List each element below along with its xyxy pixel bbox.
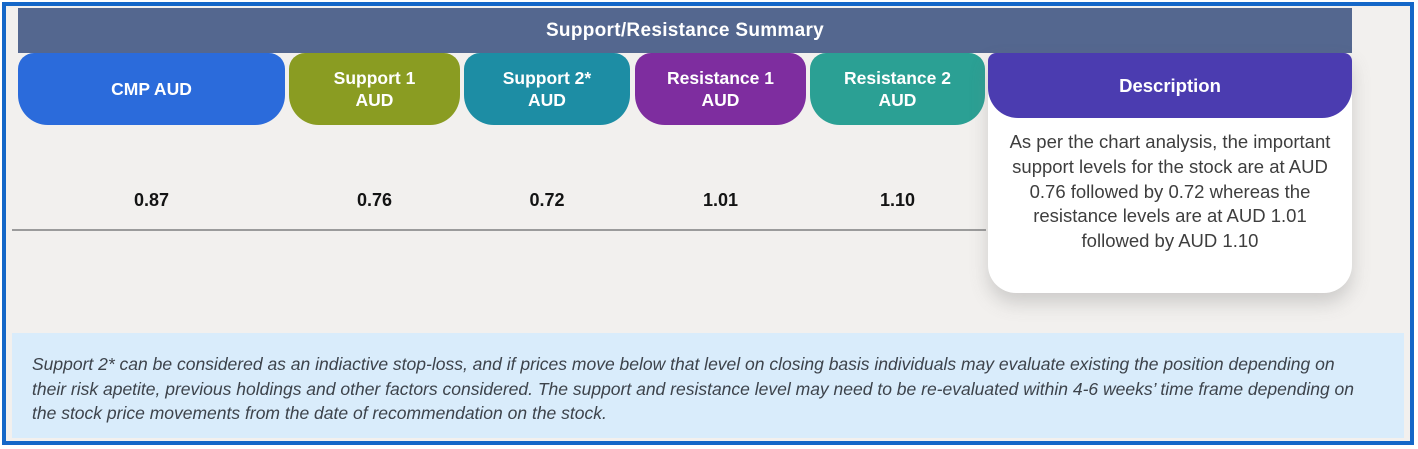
column-header-resistance-1: Resistance 1 AUD [635, 53, 806, 125]
column-header-support-1: Support 1 AUD [289, 53, 460, 125]
cmp-value: 0.87 [133, 189, 170, 210]
footnote-text: Support 2* can be considered as an india… [32, 354, 1355, 423]
column-header-label: Resistance 1 [666, 67, 774, 88]
description-header: Description [988, 53, 1352, 118]
column-header-label: Support 1 [333, 67, 416, 88]
description-text: As per the chart analysis, the important… [1009, 131, 1331, 252]
resistance-1-value: 1.01 [702, 189, 739, 210]
column-header-label: AUD [701, 90, 740, 110]
support-1-value: 0.76 [356, 189, 393, 210]
column-header-label: AUD [528, 90, 566, 110]
column-header-label: AUD [878, 90, 917, 110]
table-title-bar: Support/Resistance Summary [18, 8, 1352, 53]
footnote-box: Support 2* can be considered as an india… [12, 333, 1404, 438]
value-row-divider [12, 229, 986, 231]
description-card: Description As per the chart analysis, t… [988, 53, 1352, 293]
column-header-label: Support 2* [502, 67, 592, 88]
column-header-label: AUD [355, 90, 394, 110]
column-header-cmp: CMP AUD [18, 53, 285, 125]
column-header-label: Resistance 2 [843, 67, 951, 88]
column-header-label: CMP AUD [111, 78, 192, 99]
column-header-support-2: Support 2* AUD [464, 53, 630, 125]
resistance-2-value: 1.10 [879, 189, 916, 210]
column-header-resistance-2: Resistance 2 AUD [810, 53, 985, 125]
support-2-value: 0.72 [529, 189, 565, 210]
table-title: Support/Resistance Summary [545, 19, 825, 41]
description-header-label: Description [1119, 74, 1221, 96]
